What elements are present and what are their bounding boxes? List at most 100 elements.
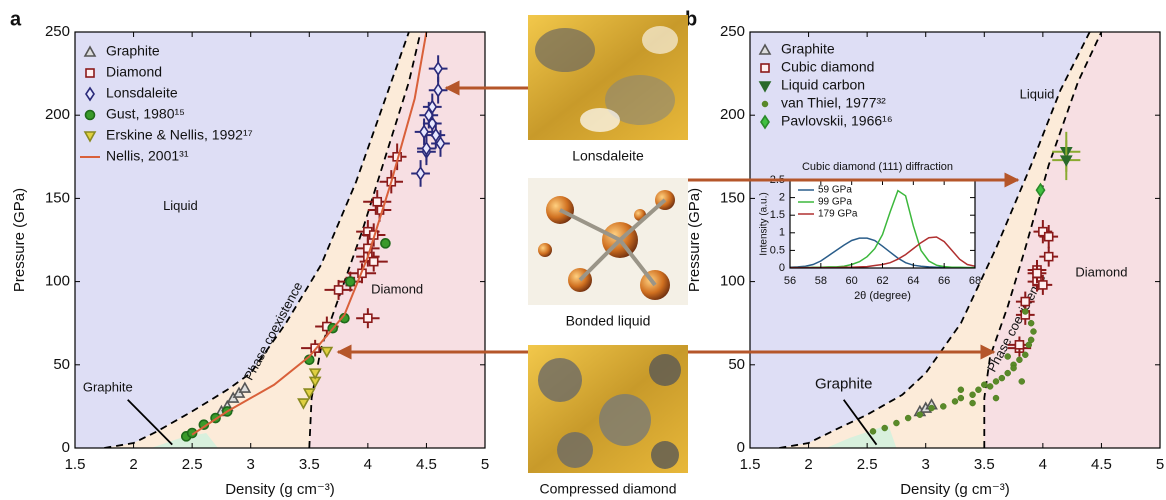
point (373, 198, 381, 206)
page: LiquidDiamondPhase coexistenceGraphite1.… (0, 0, 1166, 500)
x-tick-label: 3 (922, 456, 930, 473)
point (993, 395, 999, 401)
y-tick-label: 0 (737, 439, 745, 456)
y-tick-label: 50 (53, 356, 70, 373)
legend-label: 179 GPa (818, 209, 858, 220)
legend-label: Pavlovskii, 1966¹⁶ (781, 113, 893, 129)
y-tick-label: 100 (45, 273, 70, 290)
region-label: Diamond (371, 281, 423, 296)
image-label: Compressed diamond (540, 481, 677, 497)
y-tick-label: 150 (720, 189, 745, 206)
point (1030, 329, 1036, 335)
point (917, 412, 923, 418)
point (958, 387, 964, 393)
x-axis-label: 2θ (degree) (854, 290, 911, 302)
legend-marker (86, 111, 95, 120)
legend-label: Gust, 1980¹⁵ (106, 106, 185, 122)
legend-label: 59 GPa (818, 185, 852, 196)
legend-marker (86, 69, 94, 77)
point (882, 425, 888, 431)
y-tick-label: 1.5 (770, 209, 785, 221)
image-bonded-liquid (528, 178, 688, 305)
center-images: Lonsdaleite Bonded liquid Compressed dia… (528, 15, 688, 497)
point (1022, 352, 1028, 358)
point (905, 415, 911, 421)
x-axis-label: Density (g cm⁻³) (225, 481, 335, 498)
region-label: Liquid (1020, 87, 1055, 102)
y-tick-label: 0 (779, 262, 785, 274)
y-tick-label: 100 (720, 273, 745, 290)
point (1045, 233, 1053, 241)
x-tick-label: 3 (247, 456, 255, 473)
y-tick-label: 50 (728, 356, 745, 373)
y-tick-label: 250 (45, 23, 70, 40)
point (1033, 269, 1041, 277)
legend-label: Diamond (106, 64, 162, 80)
point (370, 258, 378, 266)
legend-label: Graphite (106, 43, 160, 59)
point (993, 378, 999, 384)
point (893, 420, 899, 426)
x-tick-label: 62 (876, 275, 888, 287)
x-tick-label: 64 (907, 275, 919, 287)
x-tick-label: 4.5 (1091, 456, 1112, 473)
x-tick-label: 4 (364, 456, 372, 473)
x-tick-label: 66 (938, 275, 950, 287)
point (1005, 353, 1011, 359)
y-tick-label: 1 (779, 227, 785, 239)
point (1015, 341, 1023, 349)
legend-label: Cubic diamond (781, 59, 874, 75)
x-tick-label: 4 (1039, 456, 1047, 473)
legend-label: Nellis, 2001³¹ (106, 148, 189, 164)
x-tick-label: 2 (129, 456, 137, 473)
point (952, 398, 958, 404)
x-tick-label: 5 (1156, 456, 1164, 473)
y-tick-label: 200 (45, 106, 70, 123)
point (958, 395, 964, 401)
point (999, 375, 1005, 381)
y-tick-label: 2 (779, 192, 785, 204)
legend-label: van Thiel, 1977³² (781, 95, 886, 111)
inset-title: Cubic diamond (111) diffraction (802, 161, 953, 173)
x-tick-label: 2 (804, 456, 812, 473)
y-tick-label: 0 (62, 439, 70, 456)
y-axis-label: Intensity (a.u.) (759, 192, 770, 255)
point (1016, 357, 1022, 363)
x-tick-label: 3.5 (299, 456, 320, 473)
y-axis-label: Pressure (GPa) (686, 188, 703, 292)
x-tick-label: 3.5 (974, 456, 995, 473)
point (381, 239, 390, 248)
point (940, 403, 946, 409)
x-tick-label: 56 (784, 275, 796, 287)
figure: LiquidDiamondPhase coexistenceGraphite1.… (0, 0, 1166, 500)
legend-label: Liquid carbon (781, 77, 865, 93)
point (975, 387, 981, 393)
region-label: Diamond (1075, 265, 1127, 280)
y-tick-label: 0.5 (770, 244, 785, 256)
point (970, 400, 976, 406)
region-label: Graphite (83, 380, 133, 395)
legend-label: Graphite (781, 41, 835, 57)
y-axis-label: Pressure (GPa) (11, 188, 28, 292)
legend-label: 99 GPa (818, 197, 852, 208)
region-label: Liquid (163, 198, 198, 213)
x-tick-label: 2.5 (182, 456, 203, 473)
x-tick-label: 1.5 (740, 456, 761, 473)
point (970, 392, 976, 398)
point (346, 277, 355, 286)
image-compressed-diamond (528, 345, 688, 473)
point (987, 383, 993, 389)
y-tick-label: 200 (720, 106, 745, 123)
point (1019, 378, 1025, 384)
point (929, 405, 935, 411)
region-label: Graphite (815, 376, 873, 393)
point (1028, 337, 1034, 343)
point (1028, 320, 1034, 326)
point (981, 382, 987, 388)
legend-label: Erskine & Nellis, 1992¹⁷ (106, 127, 253, 143)
point (870, 428, 876, 434)
image-label: Lonsdaleite (572, 148, 644, 164)
x-tick-label: 5 (481, 456, 489, 473)
panel-label: a (10, 8, 22, 30)
